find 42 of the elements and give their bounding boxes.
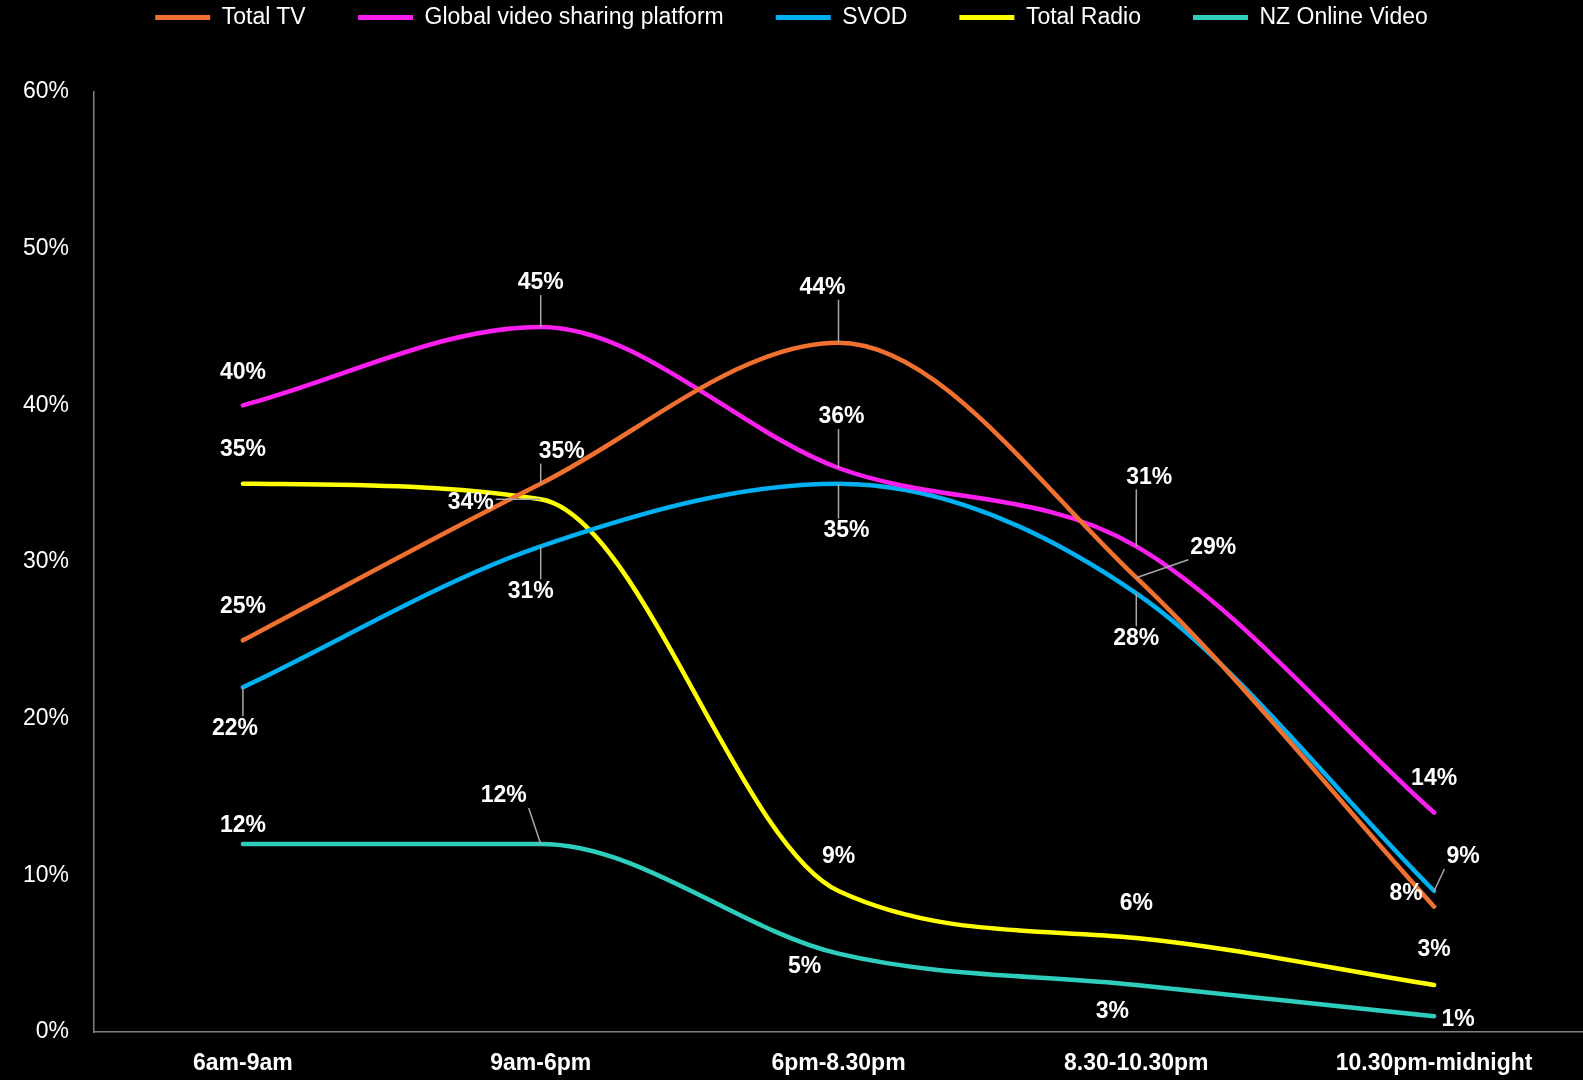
x-tick-label: 10.30pm-midnight [1335, 1049, 1533, 1076]
legend-label: Total Radio [1025, 2, 1141, 29]
legend-label: NZ Online Video [1259, 2, 1428, 29]
data-label: 31% [1126, 462, 1173, 489]
data-label: 45% [517, 268, 564, 295]
data-label: 22% [211, 713, 258, 740]
data-label: 29% [1190, 533, 1237, 560]
x-tick-label: 8.30-10.30pm [1064, 1049, 1209, 1076]
data-label: 8% [1389, 879, 1423, 906]
y-tick-label: 40% [22, 390, 69, 417]
data-label: 3% [1095, 997, 1129, 1024]
y-tick-label: 60% [22, 77, 69, 104]
y-tick-label: 50% [22, 234, 69, 261]
data-label: 36% [818, 402, 865, 429]
data-label: 1% [1441, 1004, 1475, 1031]
data-label: 34% [447, 487, 494, 514]
data-label: 44% [799, 273, 846, 300]
data-label: 40% [219, 357, 266, 384]
y-tick-label: 20% [22, 704, 69, 731]
y-tick-label: 30% [22, 547, 69, 574]
x-tick-label: 6am-9am [193, 1049, 293, 1076]
data-label: 28% [1113, 623, 1160, 650]
data-label: 3% [1417, 935, 1451, 962]
legend-label: Total TV [221, 2, 307, 29]
y-tick-label: 10% [22, 860, 69, 887]
data-label: 9% [821, 842, 856, 869]
x-tick-label: 9am-6pm [490, 1049, 592, 1076]
data-label: 35% [538, 437, 585, 464]
data-label: 12% [480, 781, 527, 808]
legend-label: SVOD [842, 2, 908, 29]
data-label: 31% [507, 576, 554, 603]
data-label: 12% [219, 811, 266, 838]
data-label: 25% [219, 591, 266, 618]
data-label: 6% [1119, 889, 1153, 916]
data-label: 14% [1411, 764, 1458, 791]
data-label: 35% [219, 435, 266, 462]
x-tick-label: 6pm-8.30pm [771, 1049, 906, 1076]
data-label: 35% [823, 516, 870, 543]
legend-label: Global video sharing platform [424, 2, 724, 29]
data-label: 5% [787, 952, 822, 979]
y-tick-label: 0% [35, 1017, 69, 1044]
data-label: 9% [1446, 842, 1480, 869]
